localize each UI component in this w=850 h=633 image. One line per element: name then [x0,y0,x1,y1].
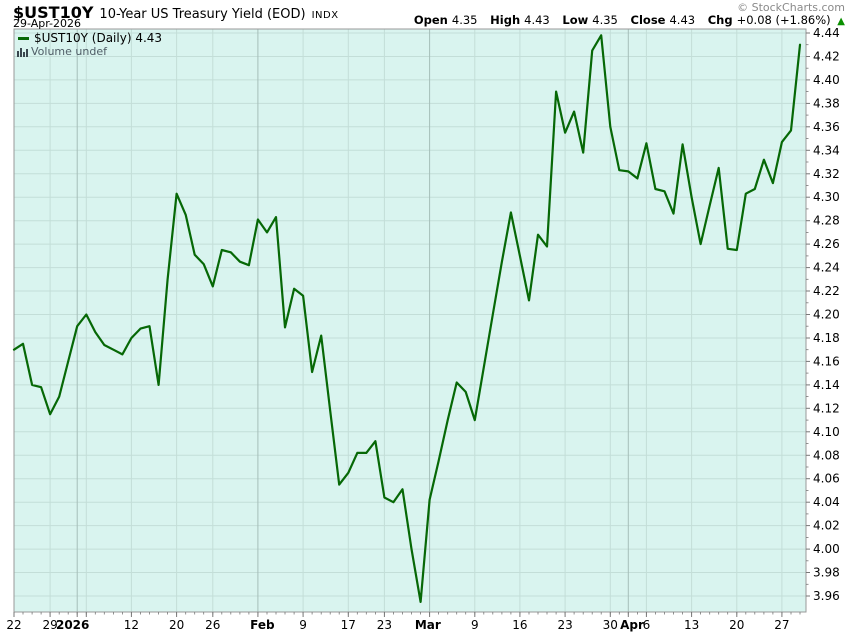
svg-text:20: 20 [169,618,184,632]
close-label: Close [630,13,666,27]
change-label: Chg [707,13,733,27]
svg-text:9: 9 [471,618,479,632]
svg-text:2026: 2026 [56,618,89,632]
volume-histogram-icon [17,47,28,57]
svg-text:13: 13 [684,618,699,632]
svg-text:22: 22 [6,618,21,632]
svg-text:16: 16 [512,618,527,632]
svg-text:17: 17 [341,618,356,632]
svg-text:Apr: Apr [620,618,644,632]
quote-bar: Open 4.35 High 4.43 Low 4.35 Close 4.43 Chg +… [414,13,845,27]
svg-text:23: 23 [557,618,572,632]
svg-text:29: 29 [42,618,57,632]
svg-text:4.18: 4.18 [813,331,840,345]
svg-text:4.00: 4.00 [813,542,840,556]
svg-text:4.38: 4.38 [813,96,840,110]
volume-legend-label: Volume undef [31,45,107,58]
svg-text:Feb: Feb [250,618,275,632]
svg-text:4.44: 4.44 [813,26,840,40]
svg-text:4.08: 4.08 [813,448,840,462]
svg-text:4.32: 4.32 [813,167,840,181]
svg-text:23: 23 [377,618,392,632]
series-legend-label: $UST10Y (Daily) 4.43 [34,31,163,45]
title-bar: $UST10Y 10-Year US Treasury Yield (EOD) … [13,3,339,22]
open-value: 4.35 [451,13,478,27]
exchange-label: INDX [311,10,339,21]
svg-text:9: 9 [299,618,307,632]
open-label: Open [413,13,448,27]
svg-text:4.36: 4.36 [813,120,840,134]
chart-title: 10-Year US Treasury Yield (EOD) [99,7,306,22]
date-label: 29-Apr-2026 [13,17,82,30]
series-line-swatch-icon [18,36,29,40]
svg-text:3.96: 3.96 [813,589,840,603]
svg-text:4.42: 4.42 [813,50,840,64]
change-value: +0.08 (+1.86%) [736,13,831,27]
svg-text:4.04: 4.04 [813,495,840,509]
high-value: 4.43 [524,13,550,27]
svg-text:Mar: Mar [415,618,441,632]
svg-text:4.40: 4.40 [813,73,840,87]
symbol-label: $UST10Y [13,3,94,22]
svg-text:4.24: 4.24 [813,261,840,275]
svg-text:4.20: 4.20 [813,308,840,322]
svg-text:27: 27 [774,618,789,632]
svg-text:20: 20 [729,618,744,632]
low-value: 4.35 [592,13,618,27]
svg-text:4.12: 4.12 [813,401,840,415]
svg-text:4.34: 4.34 [813,143,840,157]
svg-text:4.06: 4.06 [813,472,840,486]
svg-text:4.26: 4.26 [813,237,840,251]
svg-text:4.22: 4.22 [813,284,840,298]
high-label: High [490,13,521,27]
svg-text:4.16: 4.16 [813,354,840,368]
svg-text:12: 12 [124,618,139,632]
series-legend: $UST10Y (Daily) 4.43 [18,31,162,45]
svg-text:3.98: 3.98 [813,566,840,580]
volume-legend: Volume undef [17,45,107,58]
svg-text:30: 30 [603,618,618,632]
close-value: 4.43 [669,13,696,27]
svg-text:4.30: 4.30 [813,190,840,204]
svg-text:6: 6 [643,618,651,632]
up-arrow-icon: ▲ [837,16,845,27]
svg-text:4.02: 4.02 [813,519,840,533]
svg-text:4.28: 4.28 [813,214,840,228]
svg-text:4.14: 4.14 [813,378,840,392]
low-label: Low [562,13,589,27]
copyright-label: © StockCharts.com [737,1,845,14]
svg-text:26: 26 [205,618,220,632]
svg-text:4.10: 4.10 [813,425,840,439]
